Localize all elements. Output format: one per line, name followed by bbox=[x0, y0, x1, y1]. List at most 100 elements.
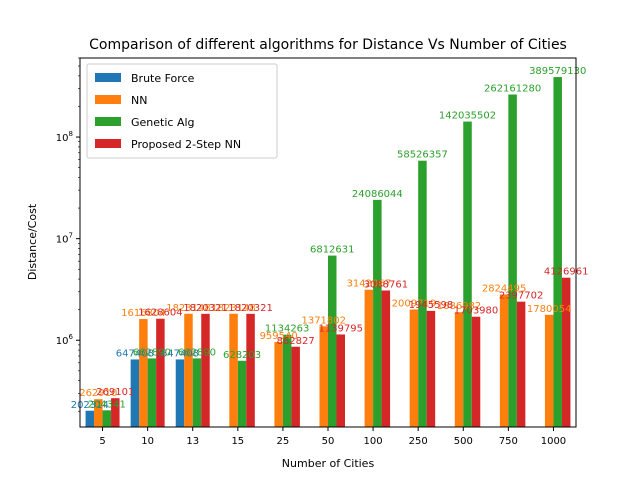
y-tick-label: 106 bbox=[56, 333, 74, 347]
data-label: 1628604 bbox=[138, 308, 183, 319]
x-tick-label: 10 bbox=[141, 436, 154, 447]
data-label: 142035502 bbox=[439, 111, 496, 122]
y-tick-exponent: 8 bbox=[69, 130, 73, 138]
bar bbox=[426, 310, 436, 427]
x-tick-label: 1000 bbox=[541, 436, 566, 447]
data-label: 4126961 bbox=[544, 267, 589, 278]
bar bbox=[381, 290, 391, 427]
data-label: 6812631 bbox=[310, 245, 355, 256]
x-tick-label: 250 bbox=[409, 436, 428, 447]
data-label: 262161280 bbox=[484, 84, 541, 95]
x-tick-label: 50 bbox=[322, 436, 335, 447]
y-axis-title: Distance/Cost bbox=[26, 203, 39, 280]
bar bbox=[454, 312, 464, 427]
legend-swatch bbox=[95, 139, 121, 148]
data-label: 1703980 bbox=[454, 306, 499, 317]
legend-label: NN bbox=[131, 94, 147, 107]
y-tick-base: 10 bbox=[56, 235, 69, 246]
x-axis-title: Number of Cities bbox=[282, 457, 375, 470]
data-label: 959540 bbox=[260, 331, 298, 342]
data-label: 3142067 bbox=[347, 279, 392, 290]
data-label: 2824495 bbox=[482, 283, 527, 294]
bar bbox=[147, 358, 157, 427]
bar bbox=[156, 318, 165, 427]
data-label: 628203 bbox=[223, 350, 261, 361]
x-tick-label: 5 bbox=[99, 436, 105, 447]
bar bbox=[508, 94, 517, 427]
x-tick-label: 100 bbox=[364, 436, 383, 447]
data-label: 2397702 bbox=[499, 291, 544, 302]
data-label: 204341 bbox=[88, 399, 126, 410]
data-label: 1886982 bbox=[437, 301, 482, 312]
data-label: 389579130 bbox=[529, 66, 586, 77]
bar bbox=[516, 301, 526, 427]
data-label: 24086044 bbox=[352, 189, 403, 200]
data-label: 269101 bbox=[96, 387, 134, 398]
bar bbox=[85, 410, 95, 427]
data-label: 262910 bbox=[79, 388, 117, 399]
y-tick-label: 108 bbox=[56, 130, 73, 144]
bars-layer bbox=[85, 77, 571, 428]
bar bbox=[463, 121, 472, 427]
data-label: 1780054 bbox=[527, 304, 572, 315]
data-label: 1945598 bbox=[409, 300, 454, 311]
bar bbox=[229, 313, 238, 427]
data-label: 862827 bbox=[277, 336, 315, 347]
legend-box bbox=[86, 63, 278, 159]
bar bbox=[282, 334, 292, 427]
data-label: 202314 bbox=[71, 400, 109, 411]
x-tick-label: 13 bbox=[186, 436, 199, 447]
x-tick-label: 500 bbox=[454, 436, 473, 447]
bar bbox=[175, 359, 185, 427]
data-label: 3088761 bbox=[364, 279, 409, 290]
bar bbox=[418, 160, 427, 427]
bar bbox=[184, 313, 193, 427]
bar bbox=[409, 309, 419, 427]
bar bbox=[373, 199, 382, 427]
data-label: 647408 bbox=[116, 348, 154, 359]
y-tick-label: 107 bbox=[56, 232, 73, 246]
data-label: 662890 bbox=[178, 347, 216, 358]
bar bbox=[544, 314, 554, 427]
x-tick-label: 750 bbox=[499, 436, 518, 447]
data-label: 1134263 bbox=[265, 324, 310, 335]
bar bbox=[319, 326, 328, 427]
data-label: 1371802 bbox=[301, 315, 346, 326]
bar bbox=[499, 294, 509, 427]
chart-title: Comparison of different algorithms for D… bbox=[89, 37, 567, 53]
legend: Brute Force NN Genetic Alg Proposed 2-Step … bbox=[86, 63, 278, 159]
y-tick-base: 10 bbox=[56, 133, 69, 144]
bar bbox=[561, 277, 571, 427]
legend-swatch bbox=[95, 73, 121, 82]
bar bbox=[94, 399, 103, 427]
data-label: 1139795 bbox=[318, 323, 363, 334]
bar bbox=[102, 410, 112, 427]
data-label: 662890 bbox=[133, 347, 171, 358]
data-label: 58526357 bbox=[397, 150, 448, 161]
bar bbox=[130, 359, 140, 427]
bar bbox=[291, 346, 300, 427]
bar bbox=[139, 319, 148, 427]
legend-swatch bbox=[95, 117, 121, 126]
bar bbox=[471, 316, 481, 427]
bar bbox=[237, 360, 247, 427]
bar bbox=[364, 289, 374, 427]
legend-swatch bbox=[95, 95, 121, 104]
bar bbox=[192, 358, 202, 427]
bar bbox=[246, 313, 255, 427]
legend-label: Brute Force bbox=[131, 72, 195, 85]
bar bbox=[336, 334, 345, 427]
bar bbox=[274, 342, 283, 427]
data-label: 1820321 bbox=[183, 303, 228, 314]
y-tick-exponent: 6 bbox=[69, 333, 74, 341]
x-tick-label: 25 bbox=[277, 436, 290, 447]
bar bbox=[111, 398, 120, 427]
bar bbox=[201, 313, 210, 427]
data-label: 647408 bbox=[161, 348, 199, 359]
legend-label: Genetic Alg bbox=[131, 116, 195, 129]
x-tick-label: 15 bbox=[231, 436, 244, 447]
data-label: 1616804 bbox=[121, 308, 166, 319]
bar bbox=[553, 77, 562, 428]
